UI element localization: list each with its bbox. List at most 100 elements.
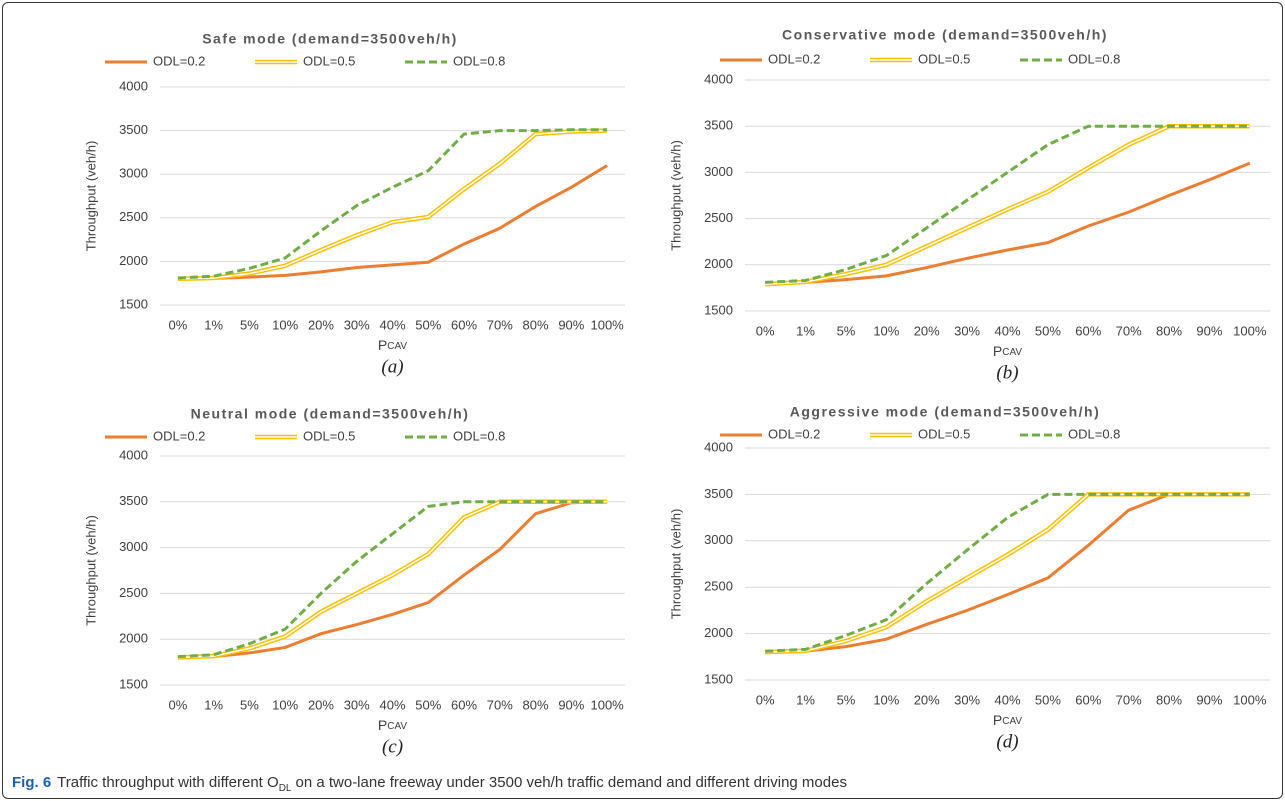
line — [765, 492, 1250, 654]
x-tick-label: 50% — [415, 697, 441, 712]
y-tick-label: 3000 — [704, 164, 733, 179]
y-tick-label: 3500 — [704, 486, 733, 501]
x-tick-label: 60% — [451, 697, 477, 712]
x-tick-label: 1% — [204, 317, 223, 332]
x-tick-label: 5% — [240, 317, 259, 332]
x-tick-label: 40% — [994, 323, 1020, 338]
y-tick-label: 3000 — [119, 539, 148, 554]
x-tick-label: 60% — [1075, 692, 1101, 707]
line — [765, 492, 1250, 655]
line-inner — [765, 493, 1250, 653]
x-axis-title: PCAV — [378, 717, 407, 733]
y-axis-title: Throughput (veh/h) — [668, 509, 683, 620]
x-tick-label: 10% — [272, 697, 298, 712]
y-axis-title: Throughput (veh/h) — [83, 515, 98, 626]
line — [765, 124, 1250, 284]
x-axis-title: PCAV — [993, 343, 1022, 359]
x-axis-title-main: P — [993, 712, 1002, 728]
panel-label: (a) — [381, 356, 403, 377]
x-tick-label: 40% — [379, 697, 405, 712]
y-tick-label: 2000 — [119, 253, 148, 268]
x-tick-label: 80% — [1156, 323, 1182, 338]
x-tick-label: 10% — [272, 317, 298, 332]
x-tick-label: 70% — [487, 697, 513, 712]
y-tick-label: 1500 — [704, 302, 733, 317]
x-tick-label: 5% — [837, 692, 856, 707]
x-axis-title-main: P — [993, 343, 1002, 359]
x-tick-label: 100% — [1233, 692, 1267, 707]
x-tick-label: 30% — [344, 317, 370, 332]
x-tick-label: 60% — [1075, 323, 1101, 338]
x-tick-label: 20% — [308, 317, 334, 332]
legend-label: ODL=0.2 — [768, 426, 820, 441]
line-inner — [765, 125, 1250, 285]
x-tick-label: 90% — [558, 317, 584, 332]
x-axis-title-main: P — [378, 717, 387, 733]
line — [177, 500, 608, 659]
x-axis-title-sub: CAV — [387, 341, 407, 352]
x-tick-label: 50% — [1035, 692, 1061, 707]
x-tick-label: 20% — [308, 697, 334, 712]
line — [177, 500, 608, 660]
line — [177, 164, 608, 281]
x-tick-label: 40% — [994, 692, 1020, 707]
panel-label: (c) — [382, 736, 403, 757]
x-tick-label: 20% — [914, 323, 940, 338]
legend-label: ODL=0.8 — [453, 53, 505, 68]
y-tick-label: 2000 — [704, 256, 733, 271]
line-inner — [177, 501, 608, 659]
y-tick-label: 1500 — [119, 676, 148, 691]
x-tick-label: 30% — [344, 697, 370, 712]
x-tick-label: 80% — [523, 317, 549, 332]
legend-label: ODL=0.5 — [303, 53, 355, 68]
x-tick-label: 50% — [415, 317, 441, 332]
line — [765, 161, 1251, 285]
legend-label: ODL=0.2 — [768, 51, 820, 66]
x-tick-label: 20% — [914, 692, 940, 707]
legend-label: ODL=0.5 — [918, 426, 970, 441]
x-tick-label: 70% — [487, 317, 513, 332]
y-tick-label: 2500 — [119, 585, 148, 600]
x-tick-label: 70% — [1116, 323, 1142, 338]
x-tick-label: 60% — [451, 317, 477, 332]
line — [177, 128, 608, 280]
x-tick-label: 80% — [523, 697, 549, 712]
y-tick-label: 3500 — [119, 122, 148, 137]
caption-label: Fig. 6 — [12, 774, 52, 791]
x-tick-label: 10% — [873, 692, 899, 707]
chart-title: Neutral mode (demand=3500veh/h) — [191, 406, 470, 422]
x-axis-title: PCAV — [378, 337, 407, 353]
y-tick-label: 2500 — [704, 210, 733, 225]
y-tick-label: 4000 — [704, 439, 733, 454]
x-axis-title: PCAV — [993, 712, 1022, 728]
x-tick-label: 0% — [168, 697, 187, 712]
line — [765, 492, 1250, 653]
x-tick-label: 90% — [1196, 692, 1222, 707]
x-tick-label: 100% — [590, 697, 624, 712]
x-axis-title-sub: CAV — [1002, 347, 1022, 358]
line — [177, 128, 608, 282]
legend-label: ODL=0.5 — [303, 428, 355, 443]
x-tick-label: 100% — [590, 317, 624, 332]
x-tick-label: 100% — [1233, 323, 1267, 338]
caption-sub: DL — [278, 783, 292, 794]
caption: Fig. 6 Traffic throughput with different … — [12, 774, 847, 794]
legend-label: ODL=0.2 — [153, 53, 205, 68]
legend-label: ODL=0.8 — [1068, 51, 1120, 66]
legend-label: ODL=0.8 — [1068, 426, 1120, 441]
caption-text: Traffic throughput with different O — [57, 774, 279, 791]
y-tick-label: 2500 — [704, 579, 733, 594]
y-tick-label: 4000 — [704, 71, 733, 86]
figure: Safe mode (demand=3500veh/h) ODL=0.2 ODL=0… — [83, 27, 1270, 757]
y-tick-label: 3000 — [119, 166, 148, 181]
x-tick-label: 1% — [796, 323, 815, 338]
x-tick-label: 1% — [796, 692, 815, 707]
x-tick-label: 70% — [1116, 692, 1142, 707]
x-tick-label: 30% — [954, 323, 980, 338]
line-inner — [177, 129, 608, 280]
y-tick-label: 4000 — [119, 78, 148, 93]
x-tick-label: 0% — [168, 317, 187, 332]
x-tick-label: 5% — [240, 697, 259, 712]
y-axis-title: Throughput (veh/h) — [668, 140, 683, 251]
